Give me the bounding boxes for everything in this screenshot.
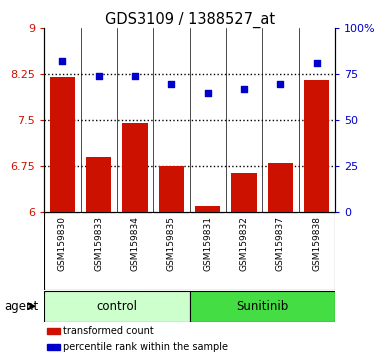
Bar	[195, 206, 221, 212]
Point	[59, 59, 65, 64]
Text: GSM159833: GSM159833	[94, 216, 103, 271]
Point	[132, 73, 138, 79]
Text: control: control	[97, 300, 137, 313]
Text: GSM159831: GSM159831	[203, 216, 212, 271]
Point	[277, 81, 283, 86]
Title: GDS3109 / 1388527_at: GDS3109 / 1388527_at	[105, 12, 275, 28]
Bar	[86, 157, 112, 212]
Text: GSM159834: GSM159834	[131, 216, 140, 271]
Bar	[268, 163, 293, 212]
Point	[205, 90, 211, 96]
Point	[96, 73, 102, 79]
Text: GSM159830: GSM159830	[58, 216, 67, 271]
Text: GSM159837: GSM159837	[276, 216, 285, 271]
Bar	[122, 124, 148, 212]
Text: GSM159832: GSM159832	[239, 216, 249, 271]
FancyBboxPatch shape	[44, 291, 190, 321]
Text: percentile rank within the sample: percentile rank within the sample	[63, 342, 228, 352]
Text: GSM159835: GSM159835	[167, 216, 176, 271]
Text: transformed count: transformed count	[63, 326, 154, 336]
Bar	[231, 172, 257, 212]
Text: Sunitinib: Sunitinib	[236, 300, 288, 313]
Point	[241, 86, 247, 92]
Text: GSM159838: GSM159838	[312, 216, 321, 271]
Bar	[304, 80, 330, 212]
Bar	[47, 344, 60, 350]
FancyBboxPatch shape	[190, 291, 335, 321]
Point	[168, 81, 174, 86]
Text: agent: agent	[4, 300, 38, 313]
Bar	[47, 328, 60, 334]
Bar	[50, 78, 75, 212]
Point	[314, 61, 320, 66]
Bar	[159, 166, 184, 212]
